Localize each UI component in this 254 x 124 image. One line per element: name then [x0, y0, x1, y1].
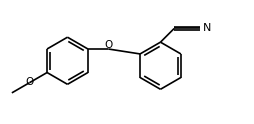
- Text: N: N: [203, 24, 211, 33]
- Text: O: O: [104, 40, 112, 49]
- Text: O: O: [25, 77, 34, 87]
